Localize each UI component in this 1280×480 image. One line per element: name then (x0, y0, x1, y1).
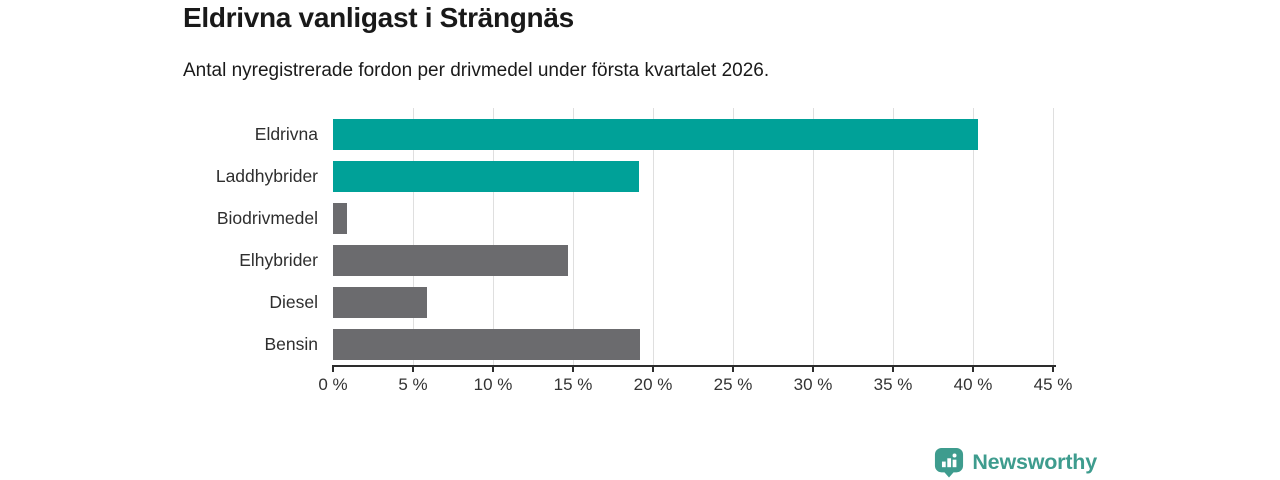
chart-subtitle: Antal nyregistrerade fordon per drivmede… (183, 60, 770, 81)
category-label-elhybrider: Elhybrider (239, 249, 318, 270)
bar-biodrivmedel (333, 202, 348, 234)
gridline (652, 108, 654, 365)
newsworthy-logo-icon (935, 447, 964, 478)
x-axis-line (333, 365, 1056, 367)
brand-name: Newsworthy (972, 450, 1097, 474)
category-label-biodrivmedel: Biodrivmedel (216, 207, 318, 228)
x-axis-tick-label: 30 % (793, 375, 833, 394)
x-axis-tick (572, 365, 574, 372)
x-axis-tick (971, 365, 974, 372)
x-axis-tick (732, 365, 734, 372)
chart-title: Eldrivna vanligast i Strängnäs (183, 2, 574, 33)
bar-bensin (333, 328, 641, 360)
x-axis-tick (411, 365, 414, 372)
x-axis-tick-label: 20 % (633, 375, 673, 394)
x-axis-tick-label: 25 % (713, 375, 753, 394)
gridline (412, 108, 414, 365)
x-axis-tick-label: 35 % (873, 375, 913, 394)
category-label-diesel: Diesel (269, 291, 318, 312)
category-label-bensin: Bensin (264, 333, 318, 354)
gridline (893, 108, 894, 365)
x-axis-tick (651, 365, 654, 372)
x-axis-tick (812, 365, 814, 372)
gridline (972, 108, 974, 365)
x-axis-tick (332, 365, 334, 372)
x-axis-tick-label: 5 % (398, 375, 428, 394)
x-axis-tick-label: 10 % (473, 375, 513, 394)
gridline (733, 108, 734, 365)
bar-diesel (333, 286, 428, 318)
x-axis: 0 % 5 % 10 % 15 % 20 % 25 % 30 % 35 % 40 % 45 % (318, 365, 1072, 399)
x-axis-tick-label: 15 % (553, 375, 593, 394)
x-axis-tick (1052, 365, 1054, 372)
gridline (813, 108, 814, 365)
x-axis-tick (892, 365, 894, 372)
x-axis-tick (491, 365, 494, 372)
bar-eldrivna (333, 118, 978, 150)
gridline (492, 108, 494, 365)
category-label-laddhybrider: Laddhybrider (215, 165, 318, 186)
category-label-eldrivna: Eldrivna (254, 123, 318, 144)
bar-elhybrider (333, 244, 569, 276)
plot-area (333, 108, 1056, 367)
x-axis-tick-label: 40 % (953, 375, 993, 394)
gridline (573, 108, 574, 365)
gridline (1053, 108, 1054, 365)
bar-laddhybrider (333, 160, 639, 192)
x-axis-tick-label: 0 % (318, 375, 348, 394)
brand-footer-link[interactable]: Newsworthy (934, 447, 1097, 478)
x-axis-tick-label: 45 % (1033, 375, 1073, 394)
category-labels: Eldrivna Laddhybrider Biodrivmedel Elhybrid… (0, 113, 318, 365)
